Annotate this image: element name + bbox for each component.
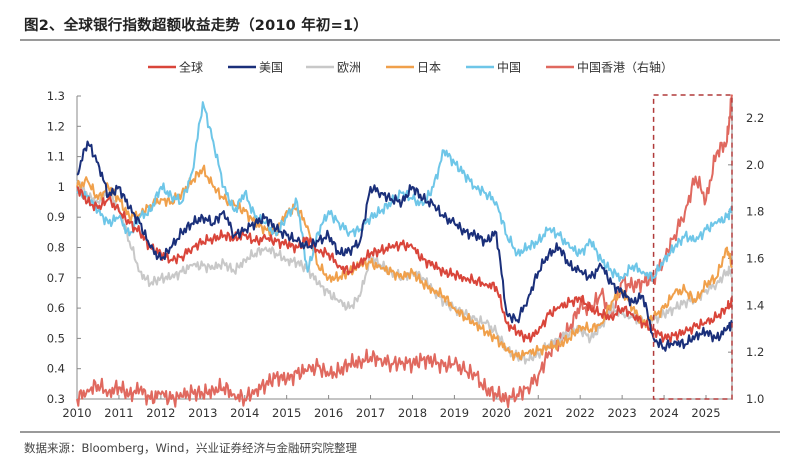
left-tick-label: 0.8 bbox=[47, 241, 65, 255]
line-chart: 全球 美国 欧洲 日本 中国 中国香港（右轴） 0.3 0.4 0.5 0.6 0.7 0.8 0.9… bbox=[47, 60, 765, 421]
x-tick-label: 2025 bbox=[691, 406, 720, 420]
left-tick-label: 1.2 bbox=[47, 119, 65, 133]
highlight-box-group bbox=[652, 94, 733, 400]
right-tick-label: 1.0 bbox=[746, 392, 764, 406]
legend-label: 中国 bbox=[497, 60, 521, 75]
chart-title: 图2、全球银行指数超额收益走势（2010 年初=1） bbox=[24, 18, 368, 34]
right-tick-label: 1.6 bbox=[746, 252, 764, 266]
left-tick-label: 1.3 bbox=[47, 89, 65, 103]
left-tick-label: 0.7 bbox=[47, 271, 65, 285]
x-tick-label: 2012 bbox=[146, 406, 175, 420]
left-tick-label: 0.3 bbox=[47, 392, 65, 406]
left-tick-label: 1.1 bbox=[47, 150, 65, 164]
right-tick-label: 2.0 bbox=[746, 158, 764, 172]
title-divider bbox=[20, 39, 780, 41]
x-tick-label: 2018 bbox=[398, 406, 427, 420]
left-tick-label: 0.9 bbox=[47, 210, 65, 224]
x-tick-label: 2017 bbox=[356, 406, 385, 420]
series-line-5 bbox=[76, 94, 733, 409]
x-tick-label: 2011 bbox=[104, 406, 133, 420]
x-tick-label: 2019 bbox=[440, 406, 469, 420]
right-tick-label: 2.2 bbox=[746, 111, 764, 125]
right-tick-label: 1.8 bbox=[746, 205, 764, 219]
legend-item: 欧洲 bbox=[306, 61, 361, 75]
x-tick-label: 2013 bbox=[188, 406, 217, 420]
series-line-0 bbox=[76, 186, 733, 343]
x-tick-label: 2023 bbox=[607, 406, 636, 420]
series-line-1 bbox=[76, 140, 733, 352]
left-tick-label: 1 bbox=[58, 180, 65, 194]
highlight-dashed-box bbox=[652, 94, 733, 400]
x-tick-label: 2014 bbox=[230, 406, 259, 420]
right-tick-label: 1.4 bbox=[746, 298, 764, 312]
legend-label: 美国 bbox=[259, 61, 283, 75]
legend-item: 中国 bbox=[466, 60, 521, 75]
legend-item: 日本 bbox=[386, 61, 441, 75]
legend-item: 中国香港（右轴） bbox=[546, 60, 673, 75]
x-tick-label: 2016 bbox=[314, 406, 343, 420]
data-source-note: 数据来源：Bloomberg，Wind，兴业证券经济与金融研究院整理 bbox=[24, 441, 357, 455]
legend-label: 全球 bbox=[179, 60, 203, 75]
legend-label: 中国香港（右轴） bbox=[577, 60, 673, 75]
x-tick-label: 2010 bbox=[62, 406, 91, 420]
x-tick-label: 2024 bbox=[649, 406, 678, 420]
legend-item: 全球 bbox=[148, 60, 203, 75]
left-tick-label: 0.6 bbox=[47, 301, 65, 315]
x-tick-label: 2020 bbox=[482, 406, 511, 420]
left-tick-label: 0.5 bbox=[47, 331, 65, 345]
left-tick-label: 0.4 bbox=[47, 362, 65, 376]
legend-label: 日本 bbox=[417, 61, 441, 75]
x-tick-label: 2015 bbox=[272, 406, 301, 420]
series-line-4 bbox=[76, 101, 733, 282]
legend: 全球 美国 欧洲 日本 中国 中国香港（右轴） bbox=[148, 60, 673, 75]
source-divider bbox=[20, 431, 780, 433]
legend-label: 欧洲 bbox=[337, 61, 361, 75]
x-tick-label: 2021 bbox=[524, 406, 553, 420]
right-tick-label: 1.2 bbox=[746, 345, 764, 359]
axes: 0.3 0.4 0.5 0.6 0.7 0.8 0.9 1 1.1 1.2 1.3 1.0 1.2 1.4… bbox=[47, 89, 765, 420]
series-group bbox=[76, 94, 733, 409]
legend-item: 美国 bbox=[228, 61, 283, 75]
x-tick-label: 2022 bbox=[566, 406, 595, 420]
